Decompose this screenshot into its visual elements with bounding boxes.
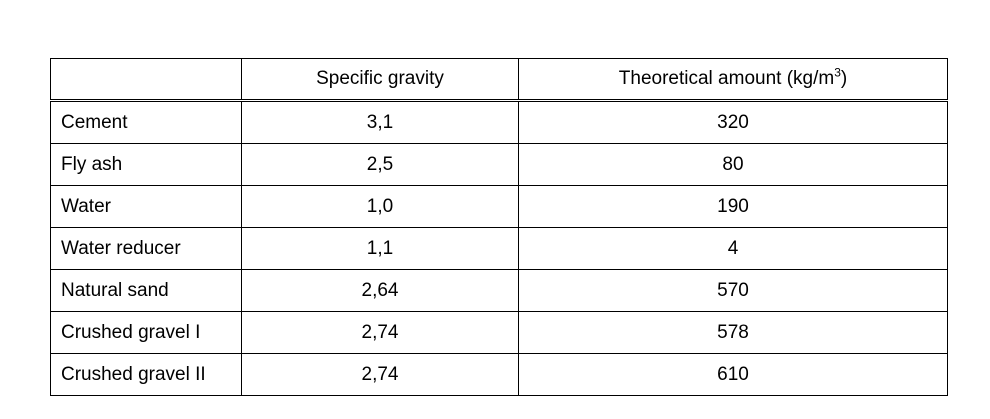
specific-gravity-cell: 1,1 (241, 227, 519, 270)
material-cell: Water (50, 185, 242, 228)
table-row: Water 1,0 190 (50, 185, 948, 228)
table-row: Water reducer 1,1 4 (50, 227, 948, 270)
header-specific-gravity: Specific gravity (241, 58, 519, 102)
amount-cell: 80 (518, 143, 948, 186)
specific-gravity-cell: 2,5 (241, 143, 519, 186)
material-cell: Crushed gravel I (50, 311, 242, 354)
material-cell: Water reducer (50, 227, 242, 270)
table-row: Fly ash 2,5 80 (50, 143, 948, 186)
table-row: Crushed gravel I 2,74 578 (50, 311, 948, 354)
mix-proportion-table: Specific gravity Theoretical amount (kg/… (50, 58, 948, 396)
specific-gravity-cell: 3,1 (241, 100, 519, 144)
table-row: Cement 3,1 320 (50, 100, 948, 144)
material-cell: Natural sand (50, 269, 242, 312)
amount-cell: 610 (518, 353, 948, 396)
header-theoretical-amount-text: Theoretical amount (kg/m (618, 68, 835, 89)
amount-cell: 190 (518, 185, 948, 228)
amount-cell: 570 (518, 269, 948, 312)
table-row: Natural sand 2,64 570 (50, 269, 948, 312)
material-cell: Fly ash (50, 143, 242, 186)
header-theoretical-amount-close: ) (840, 68, 848, 89)
header-corner-cell (50, 58, 242, 102)
material-cell: Crushed gravel II (50, 353, 242, 396)
specific-gravity-cell: 2,74 (241, 311, 519, 354)
material-cell: Cement (50, 100, 242, 144)
specific-gravity-cell: 2,64 (241, 269, 519, 312)
table-row: Crushed gravel II 2,74 610 (50, 353, 948, 396)
table-header-row: Specific gravity Theoretical amount (kg/… (50, 58, 948, 102)
header-unit-superscript: 3 (834, 65, 841, 80)
amount-cell: 320 (518, 100, 948, 144)
specific-gravity-cell: 1,0 (241, 185, 519, 228)
header-theoretical-amount: Theoretical amount (kg/m3) (518, 58, 948, 102)
specific-gravity-cell: 2,74 (241, 353, 519, 396)
amount-cell: 578 (518, 311, 948, 354)
amount-cell: 4 (518, 227, 948, 270)
